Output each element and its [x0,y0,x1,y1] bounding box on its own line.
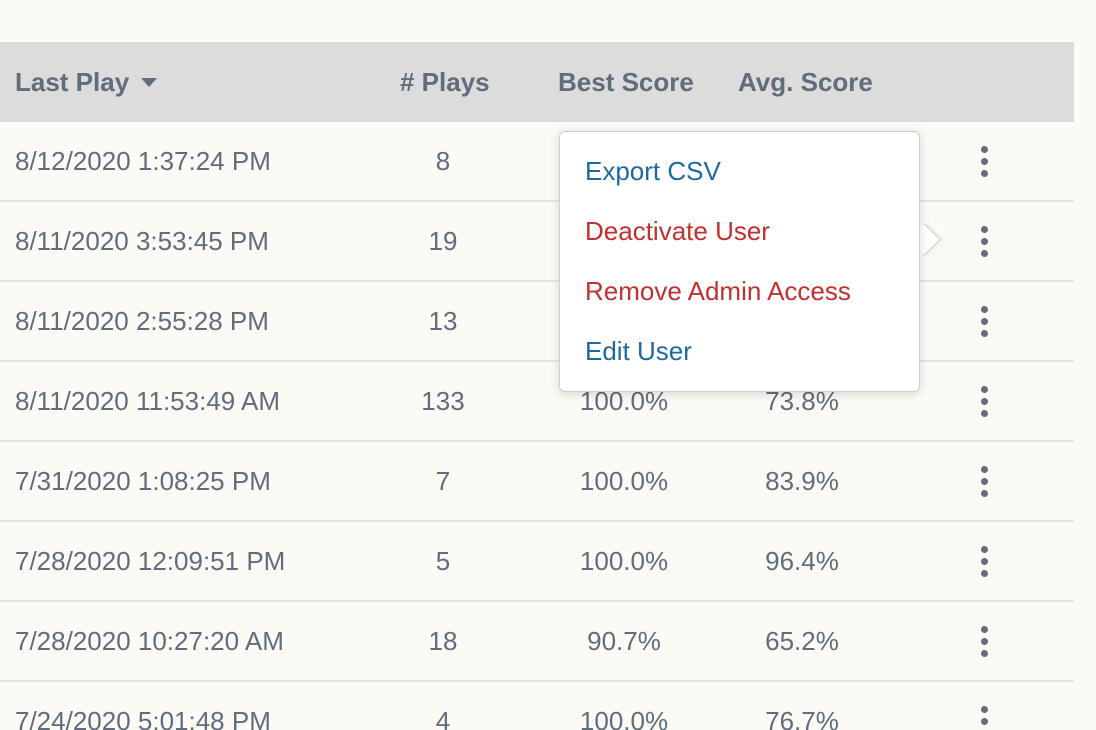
avg-score-cell: 83.9% [765,466,839,496]
table-row: 7/31/2020 1:08:25 PM 7 100.0% 83.9% [0,442,1074,522]
best-score-cell: 100.0% [579,466,669,496]
table-row: 8/11/2020 11:53:49 AM 133 100.0% 73.8% [0,362,1074,442]
best-score-cell: 90.7% [587,626,661,656]
plays-cell: 13 [428,306,458,336]
plays-cell: 7 [435,466,451,496]
last-play-cell: 8/12/2020 1:37:24 PM [15,146,271,176]
export-csv-menu-item[interactable]: Export CSV [585,156,721,186]
last-play-cell: 7/24/2020 5:01:48 PM [15,706,271,730]
last-play-cell: 7/28/2020 10:27:20 AM [15,626,284,656]
plays-cell: 19 [428,226,458,256]
column-header-last-play[interactable]: Last Play [15,42,158,122]
column-header-avg-score[interactable]: Avg. Score [738,67,873,97]
column-header-best-score[interactable]: Best Score [558,67,694,97]
last-play-cell: 7/28/2020 12:09:51 PM [15,546,286,576]
plays-cell: 8 [435,146,451,176]
deactivate-user-menu-item[interactable]: Deactivate User [585,216,770,246]
more-vertical-icon[interactable] [970,602,998,680]
more-vertical-icon[interactable] [970,122,998,200]
table-header: Last Play # Plays Best Score Avg. Score [0,42,1074,122]
more-vertical-icon[interactable] [970,202,998,280]
avg-score-cell: 96.4% [765,546,839,576]
table-row: 7/28/2020 12:09:51 PM 5 100.0% 96.4% [0,522,1074,602]
caret-down-icon [141,77,158,87]
best-score-cell: 100.0% [579,546,669,576]
plays-cell: 5 [435,546,451,576]
last-play-cell: 8/11/2020 2:55:28 PM [15,306,269,336]
plays-cell: 133 [421,386,465,416]
edit-user-menu-item[interactable]: Edit User [585,336,692,366]
more-vertical-icon[interactable] [970,282,998,360]
last-play-cell: 8/11/2020 11:53:49 AM [15,386,281,416]
column-header-last-play-label: Last Play [15,67,130,97]
best-score-cell: 100.0% [579,706,669,730]
table-row: 7/24/2020 5:01:48 PM 4 100.0% 76.7% [0,682,1074,730]
avg-score-cell: 65.2% [765,626,839,656]
table-row: 7/28/2020 10:27:20 AM 18 90.7% 65.2% [0,602,1074,682]
more-vertical-icon[interactable] [970,522,998,600]
more-vertical-icon[interactable] [970,682,998,730]
row-actions-menu: Export CSV Deactivate User Remove Admin … [559,131,920,392]
plays-cell: 4 [435,706,451,730]
avg-score-cell: 76.7% [765,706,839,730]
last-play-cell: 8/11/2020 3:53:45 PM [15,226,269,256]
plays-cell: 18 [428,626,458,656]
more-vertical-icon[interactable] [970,362,998,440]
more-vertical-icon[interactable] [970,442,998,520]
remove-admin-access-menu-item[interactable]: Remove Admin Access [585,276,851,306]
last-play-cell: 7/31/2020 1:08:25 PM [15,466,271,496]
column-header-plays[interactable]: # Plays [400,67,490,97]
